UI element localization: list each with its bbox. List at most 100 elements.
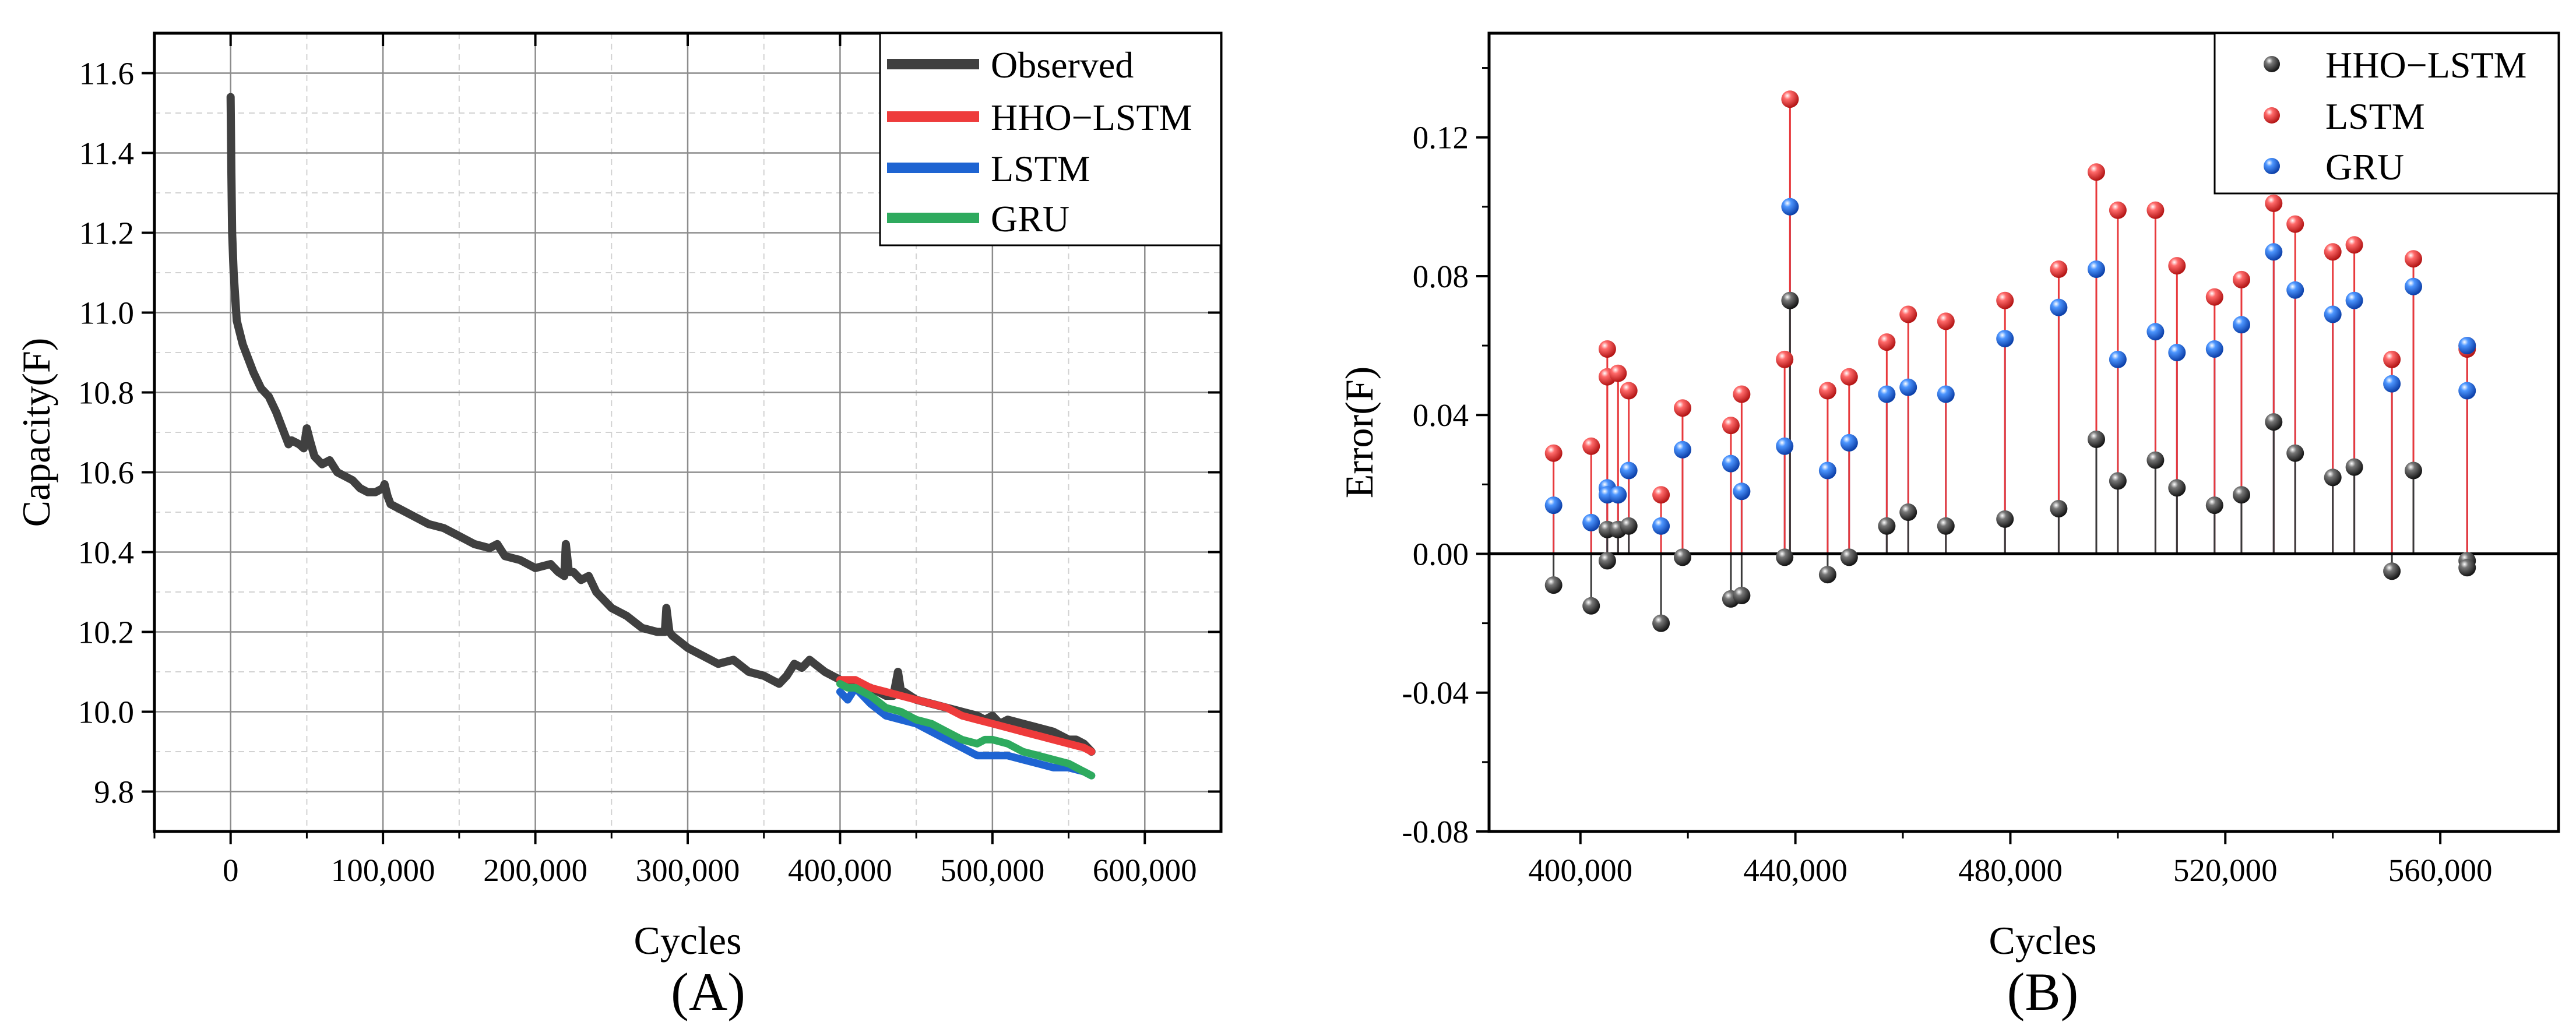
chart-a-y-tick-label: 10.6 <box>78 455 134 491</box>
chart-b-point-hho-lstm <box>2458 559 2476 577</box>
chart-b-point-lstm <box>2233 270 2250 288</box>
chart-b-point-gru <box>2168 344 2186 361</box>
chart-b-point-gru <box>1818 461 1836 480</box>
chart-b-point-gru <box>2050 298 2068 316</box>
chart-b-y-tick-label: 0.08 <box>1413 259 1469 294</box>
chart-b-point-hho-lstm <box>2205 496 2223 515</box>
chart-b-point-hho-lstm <box>2286 444 2304 462</box>
chart-b-point-gru <box>2383 375 2401 393</box>
chart-a-series <box>226 93 1096 780</box>
chart-a-y-tick-label: 10.4 <box>78 535 134 570</box>
chart-b-x-tick-label: 480,000 <box>1958 852 2063 888</box>
chart-a-y-tick-label: 11.2 <box>79 216 134 251</box>
chart-b-x-tick-label: 400,000 <box>1528 852 1632 888</box>
chart-b-point-gru <box>1937 385 1955 403</box>
chart-b-point-gru <box>1582 513 1600 531</box>
chart-b-point-lstm <box>1609 364 1627 382</box>
chart-b-x-tick-label: 560,000 <box>2388 852 2493 888</box>
chart-b-legend: HHO−LSTM LSTM GRU <box>2213 32 2560 195</box>
chart-b-point-hho-lstm <box>1733 587 1751 604</box>
chart-b-point-gru <box>1776 437 1794 455</box>
chart-a-series-line-lstm <box>836 683 1096 780</box>
chart-a-legend-label: HHO−LSTM <box>991 97 1192 138</box>
chart-b-point-hho-lstm <box>2345 458 2363 476</box>
chart-b-point-lstm <box>2205 288 2223 306</box>
chart-b: 400,000 440,000 480,000 520,000 560,000 -0.08… <box>1337 31 2560 1021</box>
chart-b-point-hho-lstm <box>1598 552 1616 570</box>
chart-b-point-hho-lstm <box>1544 576 1563 594</box>
chart-a-y-tick-label: 11.0 <box>79 295 134 331</box>
chart-b-point-lstm <box>2324 243 2342 261</box>
chart-b-point-gru <box>2286 281 2304 299</box>
chart-b-point-gru <box>2088 260 2105 278</box>
chart-b-panel-label: (B) <box>2007 962 2079 1021</box>
chart-b-point-lstm <box>1840 368 1858 386</box>
chart-b-point-lstm <box>1598 340 1616 358</box>
chart-b-point-hho-lstm <box>2088 430 2105 448</box>
chart-b-point-lstm <box>2405 250 2422 268</box>
chart-b-point-gru <box>1840 434 1858 452</box>
chart-b-point-gru <box>1652 517 1670 535</box>
chart-b-point-hho-lstm <box>2324 468 2342 487</box>
chart-b-y-tick-label: -0.08 <box>1402 814 1469 850</box>
chart-a-ticks: 0 100,000 200,000 300,000 400,000 500,000 600,… <box>78 33 1221 888</box>
chart-a-y-tick-label: 9.8 <box>94 774 134 810</box>
chart-b-point-hho-lstm <box>1776 548 1794 566</box>
chart-a-x-tick-label: 200,000 <box>483 852 587 888</box>
chart-b-point-gru <box>2265 243 2283 261</box>
chart-a-legend-label: Observed <box>991 44 1134 86</box>
chart-a-x-tick-label: 600,000 <box>1093 852 1197 888</box>
chart-b-point-lstm <box>1652 486 1670 504</box>
chart-b-markers <box>1544 90 2476 632</box>
chart-b-legend-marker <box>2264 56 2280 72</box>
chart-a-x-tick-label: 400,000 <box>788 852 892 888</box>
chart-b-point-gru <box>2324 305 2342 323</box>
chart-b-point-gru <box>2458 382 2476 400</box>
chart-b-legend-marker <box>2264 158 2280 174</box>
chart-b-point-gru <box>2146 323 2165 341</box>
chart-b-point-lstm <box>1781 90 1799 108</box>
chart-a-ylabel: Capacity(F) <box>14 338 58 527</box>
chart-a-y-tick-label: 11.4 <box>79 136 134 171</box>
chart-a-y-tick-label: 10.2 <box>78 615 134 650</box>
chart-a-legend-label: LSTM <box>991 148 1090 189</box>
chart-b-point-gru <box>1620 461 1638 480</box>
chart-b-point-hho-lstm <box>1818 566 1836 584</box>
chart-a: 0 100,000 200,000 300,000 400,000 500,000 600,… <box>14 31 1223 1021</box>
chart-b-point-lstm <box>1544 444 1563 462</box>
chart-b-point-lstm <box>2050 260 2068 278</box>
chart-a-x-tick-label: 100,000 <box>331 852 435 888</box>
chart-b-point-lstm <box>1674 399 1691 417</box>
chart-b-point-hho-lstm <box>2168 479 2186 497</box>
chart-a-legend: Observed HHO−LSTM LSTM GRU <box>879 32 1222 246</box>
chart-a-series-line-observed <box>226 93 1096 756</box>
chart-b-point-lstm <box>1776 350 1794 368</box>
chart-b-point-hho-lstm <box>2383 562 2401 580</box>
chart-a-x-tick-label: 300,000 <box>636 852 740 888</box>
chart-a-y-tick-label: 10.8 <box>78 375 134 411</box>
chart-b-xlabel: Cycles <box>1989 918 2096 963</box>
chart-a-x-tick-label: 500,000 <box>940 852 1044 888</box>
chart-b-point-gru <box>2345 291 2363 309</box>
chart-b-point-lstm <box>1899 305 1917 323</box>
chart-b-point-hho-lstm <box>1674 548 1691 566</box>
chart-b-point-lstm <box>2088 163 2105 181</box>
chart-b-point-gru <box>1722 454 1740 473</box>
chart-b-point-hho-lstm <box>1937 517 1955 535</box>
chart-b-point-gru <box>1878 385 1896 403</box>
chart-b-ticks: 400,000 440,000 480,000 520,000 560,000 -0.08… <box>1402 67 2493 888</box>
chart-b-x-tick-label: 520,000 <box>2173 852 2278 888</box>
chart-b-point-lstm <box>1582 437 1600 455</box>
chart-b-point-hho-lstm <box>2233 486 2250 504</box>
chart-b-point-lstm <box>1996 291 2014 309</box>
chart-b-point-lstm <box>1722 417 1740 435</box>
chart-b-legend-label: GRU <box>2325 146 2404 188</box>
chart-b-point-lstm <box>1937 312 1955 330</box>
chart-b-point-lstm <box>2146 201 2165 219</box>
chart-b-point-hho-lstm <box>1620 517 1638 535</box>
chart-b-point-gru <box>1609 486 1627 504</box>
chart-b-y-tick-label: 0.04 <box>1413 397 1469 433</box>
chart-b-point-hho-lstm <box>2405 461 2422 480</box>
chart-b-point-lstm <box>2345 236 2363 254</box>
